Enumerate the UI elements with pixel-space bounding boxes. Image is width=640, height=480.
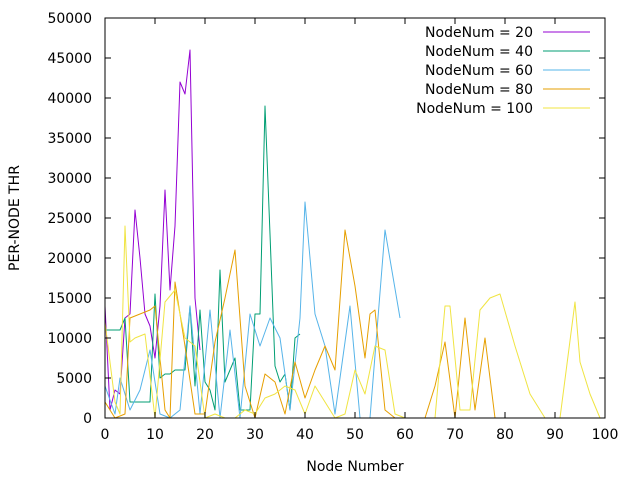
x-tick-label: 70: [446, 427, 464, 443]
legend-item: NodeNum = 80: [425, 82, 590, 98]
series-line-3: [104, 201, 401, 419]
x-tick-label: 60: [396, 427, 414, 443]
y-tick-label: 30000: [47, 171, 92, 187]
x-axis-title: Node Number: [306, 459, 403, 475]
legend-label: NodeNum = 40: [425, 44, 533, 60]
legend-item: NodeNum = 100: [416, 101, 590, 117]
legend-label: NodeNum = 60: [425, 63, 533, 79]
legend-item: NodeNum = 40: [425, 44, 590, 60]
series-line-4: [104, 229, 505, 419]
y-tick-label: 20000: [47, 251, 92, 267]
series-line-2: [105, 105, 301, 411]
y-tick-label: 40000: [47, 91, 92, 107]
legend: NodeNum = 20 NodeNum = 40 NodeNum = 60 Node…: [416, 25, 590, 117]
y-tick-label: 50000: [47, 11, 92, 27]
x-tick-label: 50: [346, 427, 364, 443]
legend-label: NodeNum = 20: [425, 25, 533, 41]
x-tick-label: 80: [496, 427, 514, 443]
y-tick-label: 10000: [47, 331, 92, 347]
legend-item: NodeNum = 60: [425, 63, 590, 79]
x-tick-label: 30: [246, 427, 264, 443]
legend-label: NodeNum = 100: [416, 101, 533, 117]
y-tick-label: 25000: [47, 211, 92, 227]
x-tick-label: 20: [196, 427, 214, 443]
legend-item: NodeNum = 20: [425, 25, 590, 41]
y-tick-label: 45000: [47, 51, 92, 67]
y-tick-label: 5000: [56, 371, 92, 387]
x-tick-label: 40: [296, 427, 314, 443]
y-tick-label: 15000: [47, 291, 92, 307]
y-axis-title: PER-NODE THR: [7, 165, 23, 271]
x-tick-label: 90: [546, 427, 564, 443]
x-tick-label: 10: [146, 427, 164, 443]
x-tick-label: 0: [101, 427, 110, 443]
y-tick-label: 35000: [47, 131, 92, 147]
ticks-layer: 0 10 20 30 40 50 60 70 80 90 100 0 5000 10000 15000 200…: [47, 11, 618, 443]
y-tick-label: 0: [83, 411, 92, 427]
legend-label: NodeNum = 80: [425, 82, 533, 98]
x-tick-label: 100: [592, 427, 619, 443]
